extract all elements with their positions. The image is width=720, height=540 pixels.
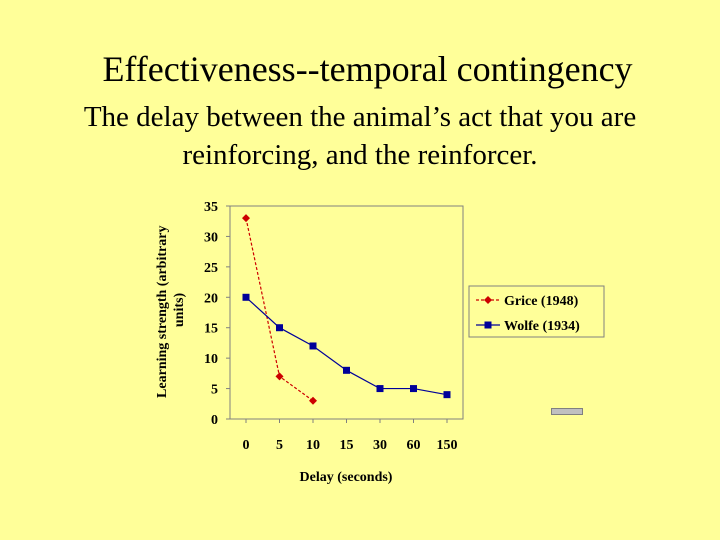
y-tick-label: 20 (204, 291, 218, 306)
data-point (343, 366, 350, 374)
x-tick-label: 60 (407, 438, 421, 453)
data-point (309, 342, 317, 350)
x-tick-label: 30 (373, 438, 387, 453)
data-point (276, 324, 283, 332)
y-tick-label: 25 (204, 261, 218, 276)
slide-subtitle: The delay between the animal’s act that … (83, 101, 637, 171)
plot-area (229, 205, 464, 420)
x-axis-label: Delay (seconds) (300, 470, 393, 485)
y-tick-label: 30 (204, 230, 218, 245)
legend-label: Wolfe (1934) (504, 319, 580, 334)
legend-marker (484, 321, 492, 329)
legend-marker (484, 296, 492, 304)
data-point (242, 293, 250, 301)
y-tick-label: 5 (211, 383, 218, 398)
data-point (410, 385, 417, 393)
legend: Grice (1948) Wolfe (1934) (468, 285, 605, 338)
series-1 (242, 214, 317, 405)
y-axis-label: Learning strength (arbitrary units) (155, 222, 187, 398)
x-tick-label: 150 (437, 438, 458, 453)
y-tick-label: 15 (204, 322, 218, 337)
data-point (309, 396, 317, 405)
y-tick-label: 0 (211, 413, 218, 428)
x-tick-label: 10 (306, 438, 320, 453)
grey-badge (551, 408, 583, 415)
data-point (376, 385, 384, 393)
x-tick-label: 15 (340, 438, 354, 453)
x-axis-ticks: 0 5 10 15 30 60 150 (243, 419, 458, 453)
data-point (443, 391, 451, 399)
y-tick-label: 10 (204, 352, 218, 367)
x-tick-label: 5 (276, 438, 283, 453)
y-axis-label-line1: Learning strength (arbitrary (155, 226, 170, 398)
series-2 (242, 293, 451, 399)
y-axis-ticks: 0 5 10 15 20 25 30 35 (204, 200, 230, 428)
series-group (242, 214, 451, 405)
data-point (275, 372, 284, 381)
y-tick-label: 35 (204, 200, 218, 215)
legend-label: Grice (1948) (504, 294, 579, 309)
y-axis-label-line2: units) (172, 293, 187, 328)
slide-title: Effectiveness--temporal contingency (102, 49, 633, 89)
x-tick-label: 0 (243, 438, 250, 453)
data-point (242, 214, 250, 223)
